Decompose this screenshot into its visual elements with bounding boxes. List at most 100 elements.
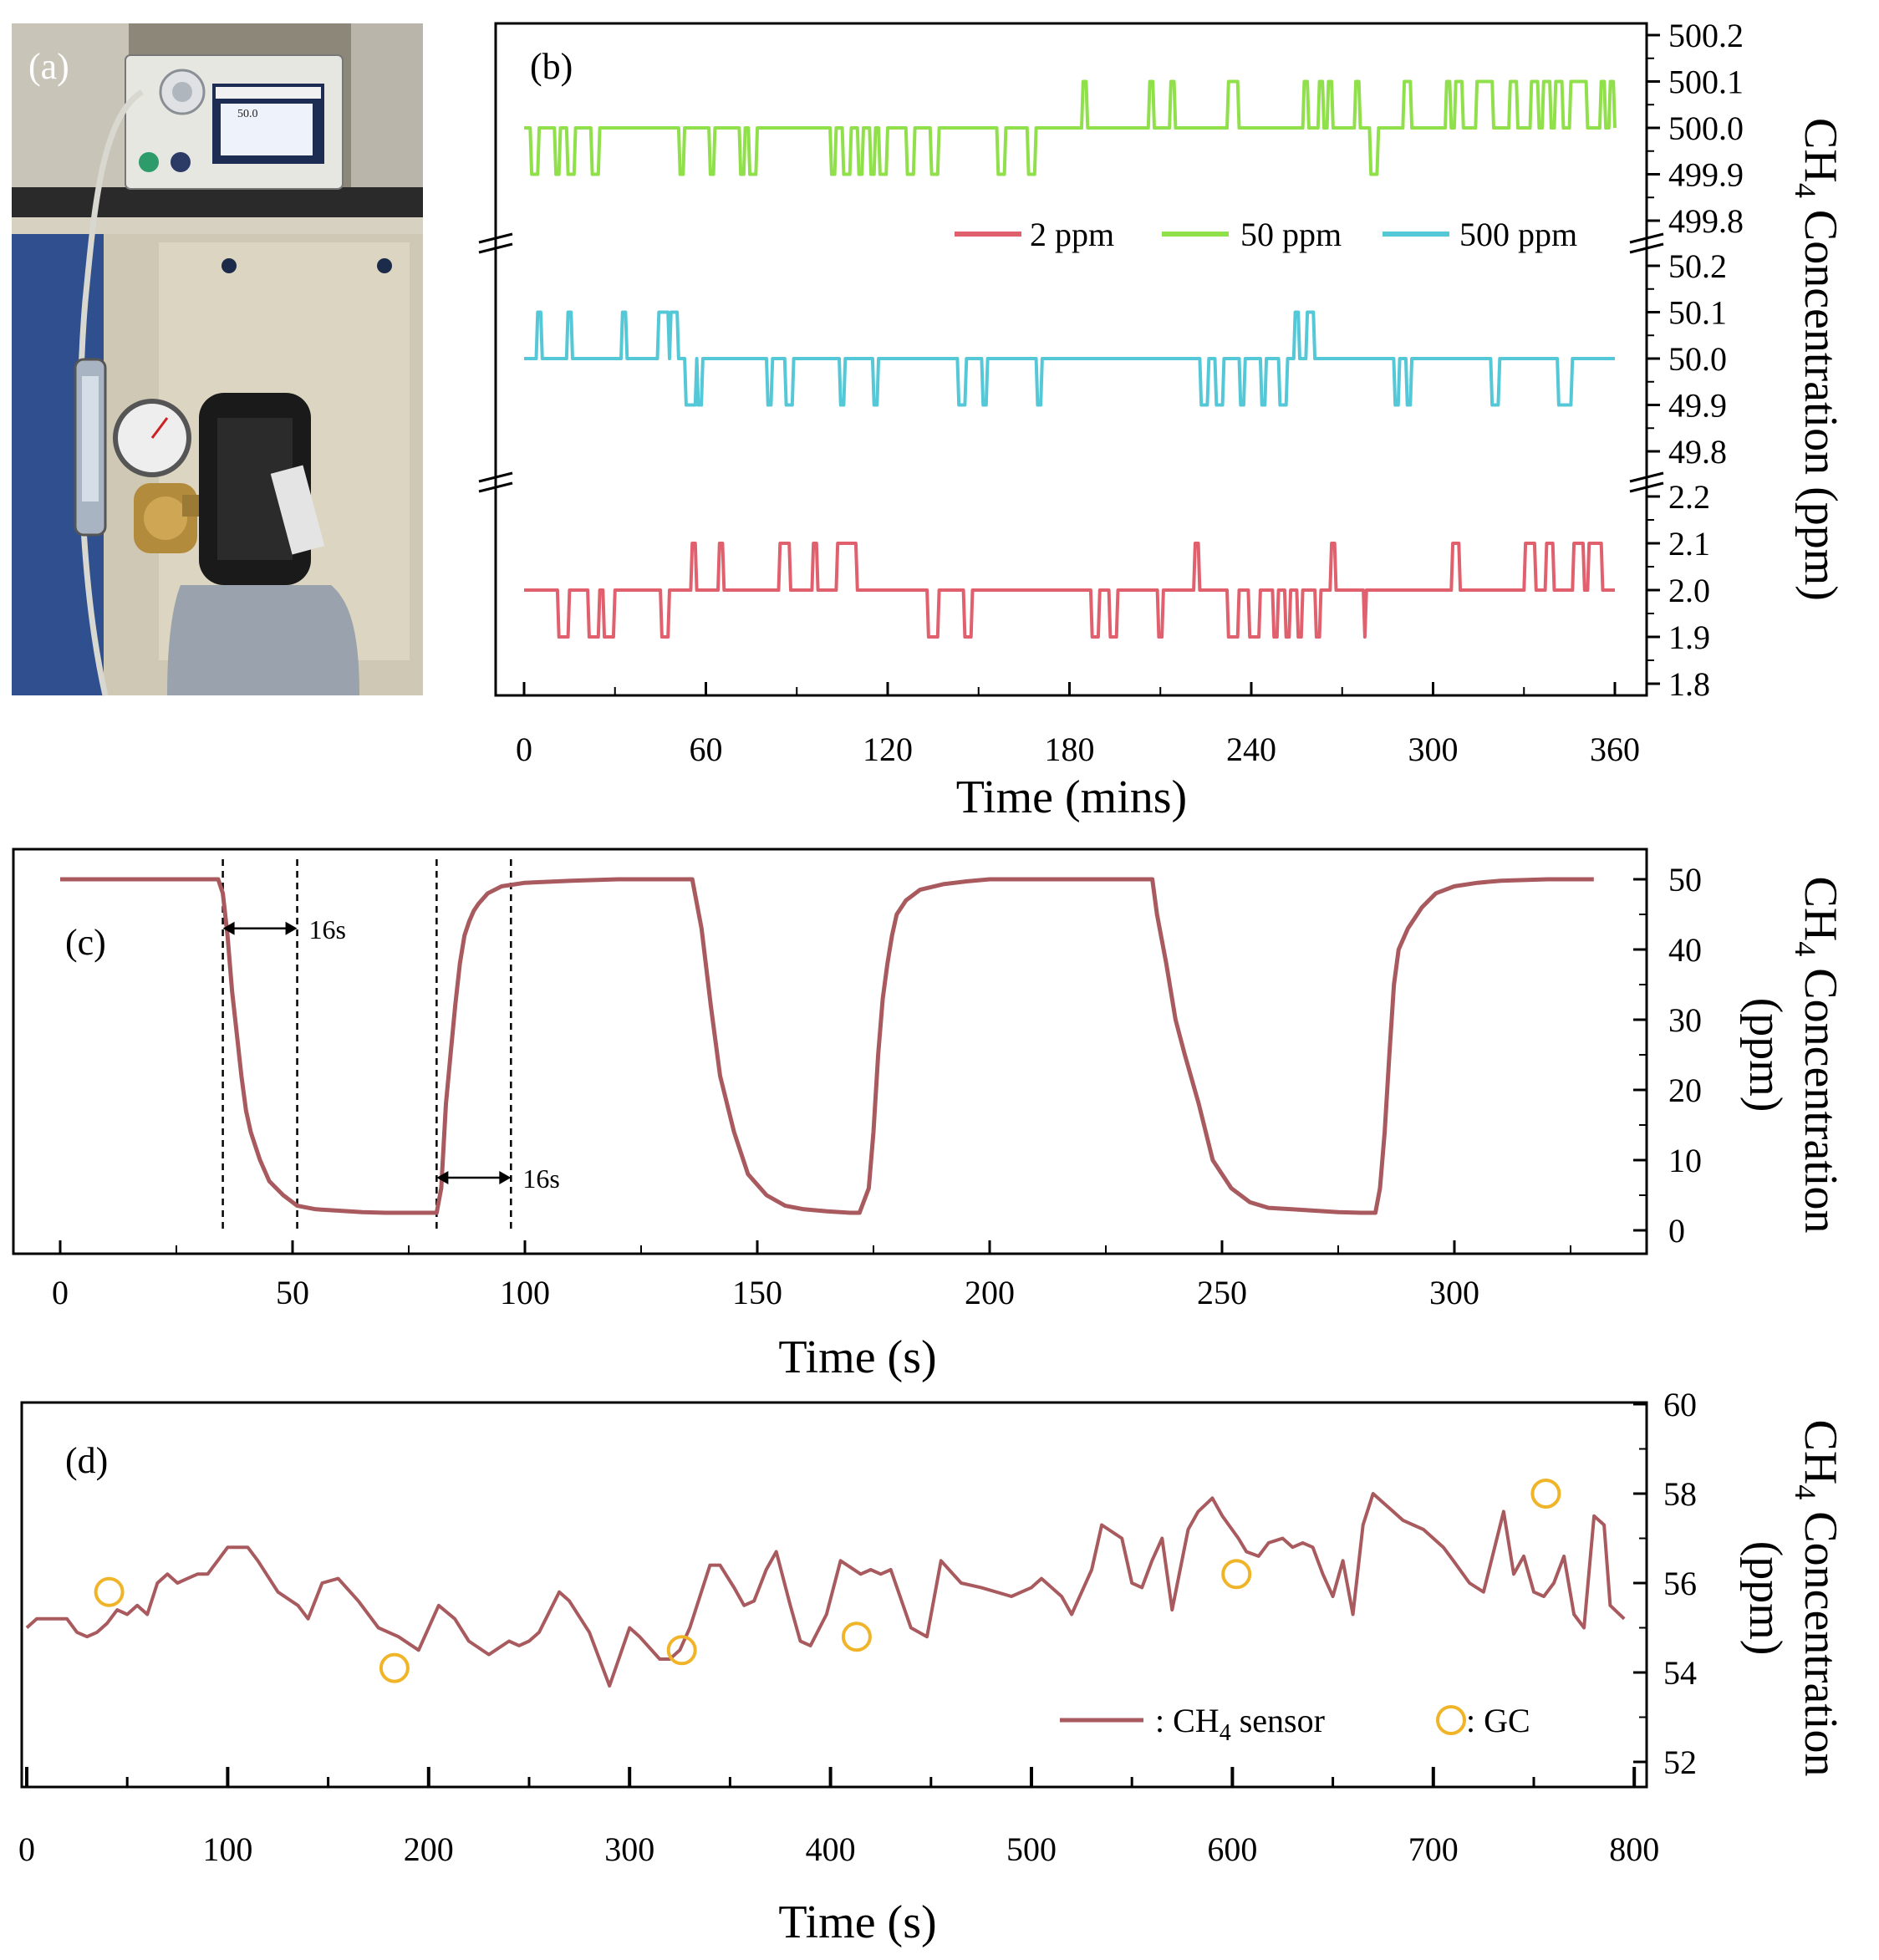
d-ytick-label: 52	[1663, 1744, 1697, 1781]
ylabel-ch: CH	[1795, 118, 1846, 183]
panel-d-frame	[20, 1401, 1648, 1789]
ylabel-rest: Concentration	[1795, 956, 1846, 1233]
photo-display-value: 50.0	[237, 108, 258, 120]
c-annotation-label: 16s	[522, 1163, 559, 1194]
legend-label-2ppm: 2 ppm	[1030, 216, 1114, 253]
b-ytick-label: 1.8	[1668, 665, 1710, 703]
gc-point	[841, 1621, 872, 1652]
d-xtick-label: 0	[18, 1830, 35, 1868]
b-xtick-label: 180	[1045, 731, 1095, 768]
b-ytick-label: 499.9	[1668, 156, 1744, 194]
panel-b-ylabel-text: CH4 Concentration (ppm)	[1789, 118, 1846, 601]
c-ytick-label: 0	[1668, 1212, 1685, 1250]
gc-point	[94, 1576, 125, 1607]
d-xtick-label: 500	[1006, 1830, 1057, 1868]
panel-c-axes: 0 10 20 30 40 50 0 50 100 150 200 250 300	[52, 861, 1702, 1311]
gc-point	[1221, 1559, 1252, 1590]
panel-d-ylabel-unit: (ppm)	[1739, 1541, 1791, 1656]
b-xtick-label: 360	[1590, 731, 1640, 768]
legend-sensor-rest: sensor	[1231, 1702, 1325, 1739]
panel-label-d: (d)	[65, 1440, 108, 1481]
panel-c-plot-area	[60, 877, 1594, 1215]
d-xtick-label: 100	[202, 1830, 252, 1868]
c-xtick-label: 300	[1429, 1274, 1479, 1311]
b-xtick-label: 240	[1226, 731, 1276, 768]
series-line-2ppm	[524, 542, 1615, 639]
ylabel-sub: 4	[1789, 941, 1822, 956]
series-line-500ppm	[524, 79, 1617, 176]
b-ytick-label: 2.2	[1668, 478, 1710, 516]
panel-label-c: (c)	[65, 922, 106, 963]
ylabel-ch: CH	[1795, 1419, 1846, 1484]
b-xtick-label: 300	[1408, 731, 1459, 768]
gc-point	[379, 1652, 410, 1683]
d-xtick-label: 200	[404, 1830, 454, 1868]
c-xtick-label: 200	[965, 1274, 1015, 1311]
b-ytick-label: 500.1	[1668, 64, 1744, 101]
b-ytick-label: 1.9	[1668, 619, 1710, 656]
ylabel-rest: Concentration (ppm)	[1795, 198, 1846, 601]
c-xtick-label: 150	[732, 1274, 782, 1311]
d-ytick-label: 58	[1663, 1475, 1697, 1513]
series-line-50ppm	[524, 310, 1615, 407]
panel-b-xlabel: Time (mins)	[956, 771, 1187, 823]
b-ytick-label: 49.9	[1668, 387, 1727, 425]
legend-sensor-prefix: : CH	[1155, 1702, 1220, 1739]
panel-c-frame	[12, 848, 1648, 1255]
b-ytick-label: 500.0	[1668, 109, 1744, 147]
b-xtick-label: 120	[863, 731, 913, 768]
b-ytick-label: 50.0	[1668, 340, 1727, 378]
panel-c-annotations: 16s 16s	[222, 914, 560, 1194]
d-xtick-label: 800	[1609, 1830, 1659, 1868]
c-xtick-label: 50	[276, 1274, 309, 1311]
gc-point	[1530, 1479, 1561, 1509]
panel-b: (b) 1.8 1.9 2.0 2.1 2.2 49.8 49.9 50.0 50.1 50.2 4…	[478, 17, 1846, 823]
d-xtick-label: 600	[1207, 1830, 1257, 1868]
legend-marker-gc	[1436, 1705, 1466, 1735]
b-ytick-label: 2.0	[1668, 572, 1710, 609]
c-ytick-label: 10	[1668, 1142, 1702, 1179]
axis-break-marks	[478, 232, 1664, 493]
b-xtick-label: 60	[690, 731, 723, 768]
panel-c-ylabel-unit: (ppm)	[1739, 998, 1791, 1112]
panel-d-legend: : CH4 sensor : GC	[1060, 1702, 1530, 1746]
panel-c-xlabel: Time (s)	[778, 1331, 936, 1383]
panel-label-a: (a)	[28, 46, 69, 87]
panel-label-b: (b)	[530, 46, 573, 87]
panel-d-xlabel: Time (s)	[778, 1896, 936, 1948]
panel-c-ylabel-unit-text: (ppm)	[1739, 998, 1791, 1112]
d-ytick-label: 54	[1663, 1654, 1697, 1692]
legend-label-gc: : GC	[1466, 1702, 1530, 1739]
b-ytick-label: 2.1	[1668, 525, 1710, 563]
c-arrow-head-left	[222, 921, 235, 935]
ylabel-ch: CH	[1795, 876, 1846, 941]
b-ytick-label: 500.2	[1668, 17, 1744, 54]
ylabel-sub: 4	[1789, 183, 1822, 198]
c-ytick-label: 30	[1668, 1001, 1702, 1039]
panel-d-ylabel-text: CH4 Concentration	[1789, 1419, 1846, 1776]
c-arrow-head-right	[285, 921, 298, 935]
legend-sensor-sub: 4	[1220, 1720, 1231, 1746]
ylabel-rest: Concentration	[1795, 1499, 1846, 1776]
c-arrow-head-right	[499, 1171, 512, 1184]
d-xtick-label: 700	[1408, 1830, 1459, 1868]
c-ytick-label: 50	[1668, 861, 1702, 899]
panel-b-ylabel: CH4 Concentration (ppm)	[1789, 118, 1846, 601]
panel-b-legend: 2 ppm 50 ppm 500 ppm	[955, 216, 1577, 253]
panel-c: (c) 16s 16s 0 10 20 30 40 50 0 50 100 150 200 250 300…	[12, 848, 1846, 1383]
c-arrow-head-left	[436, 1171, 449, 1184]
panel-c-guide-lines	[222, 859, 512, 1232]
c-ytick-label: 40	[1668, 931, 1702, 969]
panel-d-ylabel: CH4 Concentration	[1789, 1419, 1846, 1776]
d-xtick-label: 400	[806, 1830, 856, 1868]
panel-d-plot-area	[25, 1479, 1626, 1688]
c-xtick-label: 250	[1197, 1274, 1247, 1311]
legend-label-50ppm: 50 ppm	[1240, 216, 1342, 253]
c-xtick-label: 100	[500, 1274, 550, 1311]
panel-c-ylabel: CH4 Concentration	[1789, 876, 1846, 1233]
panel-a-photo: 50.0 (a)	[12, 23, 423, 696]
b-ytick-label: 50.1	[1668, 294, 1727, 332]
d-ytick-label: 56	[1663, 1565, 1697, 1602]
